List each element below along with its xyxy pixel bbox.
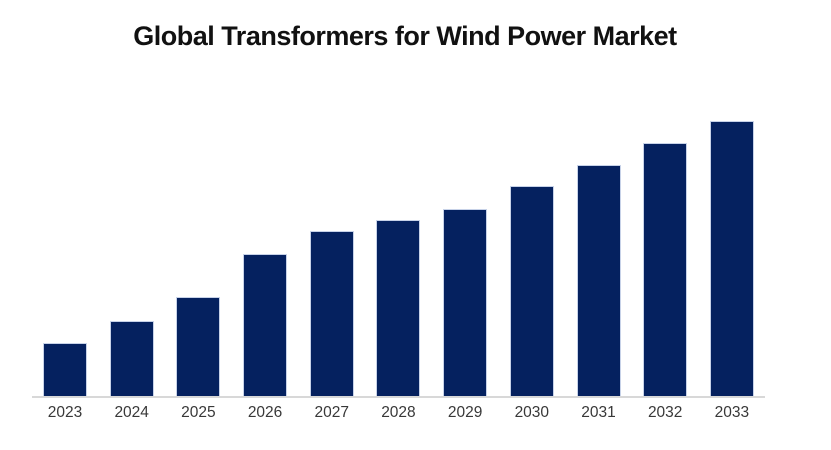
bars-container [32,121,765,397]
bar-2030 [509,185,554,397]
plot-area: 2023 2024 2025 2026 2027 2028 2029 2030 2031 2032… [32,121,765,421]
bar-2027 [309,231,354,397]
x-tick-2025: 2025 [181,404,216,421]
bar-2031 [576,164,621,397]
x-tick-2030: 2030 [514,404,550,421]
bar-2032 [643,142,688,397]
bar-2033 [709,121,754,397]
x-tick-2023: 2023 [47,404,83,421]
x-tick-2028: 2028 [381,404,416,421]
x-tick-2031: 2031 [581,404,616,421]
x-tick-2029: 2029 [447,404,483,421]
bar-2025 [176,297,221,397]
x-tick-2033: 2033 [714,404,750,421]
x-tick-2032: 2032 [647,404,683,421]
bar-2024 [109,320,154,397]
x-tick-2024: 2024 [114,404,149,421]
bar-2029 [443,209,488,397]
x-axis-line [32,396,765,398]
chart-title: Global Transformers for Wind Power Marke… [133,21,677,51]
x-axis-tick-labels: 2023 2024 2025 2026 2027 2028 2029 2030 2031 2032… [32,404,765,422]
bar-2023 [43,342,87,397]
bar-2026 [243,254,288,397]
bar-2028 [376,220,421,397]
x-tick-2026: 2026 [247,404,283,421]
x-tick-2027: 2027 [314,404,349,421]
